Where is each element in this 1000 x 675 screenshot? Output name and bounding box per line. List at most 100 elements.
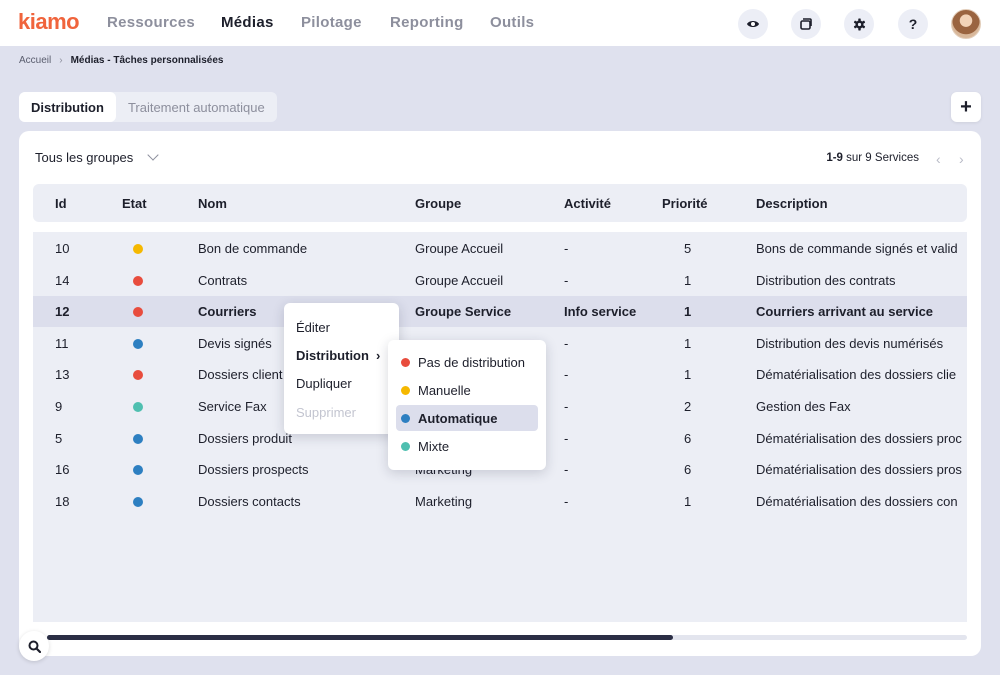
submenu-item-mixte[interactable]: Mixte (396, 433, 538, 459)
cell-nom: Dossiers prospects (198, 462, 309, 478)
cell-activite: - (564, 241, 569, 256)
cell-id: 18 (55, 493, 70, 509)
table-row[interactable]: 10 Bon de commande Groupe Accueil - 5 Bons de… (33, 233, 967, 264)
cell-description: Courriers arrivant au service (756, 304, 934, 320)
cell-id: 11 (55, 335, 69, 351)
cell-priorite: 1 (684, 367, 692, 383)
avatar[interactable] (951, 9, 981, 39)
status-dot (133, 244, 143, 254)
chevron-down-icon (147, 149, 159, 161)
menu-item-distribution[interactable]: Distribution (296, 348, 369, 363)
tab-bar: Distribution Traitement automatique (19, 92, 277, 122)
col-header-id[interactable]: Id (55, 196, 67, 211)
gear-icon (853, 18, 865, 30)
window-icon (800, 18, 812, 30)
cell-activite: - (564, 493, 569, 509)
prev-page-icon[interactable]: ‹ (936, 151, 941, 167)
next-page-icon[interactable]: › (959, 151, 964, 167)
cell-id: 10 (55, 241, 70, 256)
add-button[interactable]: + (951, 92, 981, 122)
context-menu: Éditer Distribution › Dupliquer Supprime… (284, 303, 399, 434)
col-header-nom[interactable]: Nom (198, 196, 227, 211)
table-row[interactable]: 5 Dossiers produit - 6 Dématérialisation des… (33, 423, 967, 454)
breadcrumb: Accueil › Médias - Tâches personnalisées (19, 55, 223, 66)
help-button[interactable]: ? (898, 9, 928, 39)
status-dot (133, 370, 143, 381)
kiamo-logo[interactable]: kiamo (18, 9, 80, 34)
table-row[interactable]: 9 Service Fax - 2 Gestion des Fax (33, 391, 967, 422)
status-dot (133, 465, 143, 476)
chevron-right-icon: › (376, 348, 381, 363)
submenu-item-label: Automatique (418, 410, 498, 426)
nav-reporting[interactable]: Reporting (390, 14, 464, 31)
table-row[interactable]: 13 Dossiers client - 1 Dématérialisation des… (33, 359, 967, 390)
horizontal-scrollbar[interactable] (47, 635, 967, 640)
table-row[interactable]: 14 Contrats Groupe Accueil - 1 Distribution d… (33, 265, 967, 296)
windows-button[interactable] (791, 9, 821, 39)
settings-button[interactable] (844, 9, 874, 39)
search-icon (28, 640, 41, 653)
nav-medias[interactable]: Médias (221, 14, 274, 31)
group-select-value: Tous les groupes (35, 150, 134, 165)
col-header-etat[interactable]: Etat (122, 196, 147, 211)
cell-groupe: Groupe Accueil (415, 241, 504, 256)
status-dot (133, 338, 143, 349)
cell-id: 14 (55, 272, 70, 288)
table-row[interactable]: 12 Courriers Groupe Service Info service 1 Co… (33, 296, 967, 328)
breadcrumb-current: Médias - Tâches personnalisées (70, 55, 224, 66)
status-dot (133, 496, 143, 507)
cell-priorite: 1 (684, 272, 692, 288)
pagination-text: sur 9 Services (846, 152, 919, 164)
status-dot (133, 433, 143, 444)
submenu-item-label: Mixte (418, 438, 450, 454)
submenu-item-automatique[interactable]: Automatique (396, 405, 538, 431)
help-icon: ? (908, 16, 918, 32)
pagination-info: 1-9 sur 9 Services (826, 152, 919, 164)
tab-distribution[interactable]: Distribution (19, 92, 116, 122)
col-header-activite[interactable]: Activité (564, 196, 611, 211)
cell-priorite: 6 (684, 462, 692, 478)
cell-description: Dématérialisation des dossiers proc (756, 430, 962, 446)
cell-priorite: 1 (684, 335, 692, 351)
cell-priorite: 1 (684, 304, 692, 320)
search-button[interactable] (19, 631, 49, 661)
submenu-item-pas-de-distribution[interactable]: Pas de distribution (396, 349, 538, 375)
breadcrumb-home[interactable]: Accueil (19, 55, 52, 66)
cell-id: 12 (55, 304, 70, 320)
status-dot-teal (401, 441, 410, 451)
group-select[interactable]: Tous les groupes (35, 149, 159, 165)
cell-nom: Contrats (198, 272, 248, 288)
cell-priorite: 2 (684, 399, 692, 414)
status-dot (133, 307, 143, 318)
cell-groupe: Groupe Service (415, 304, 512, 320)
nav-outils[interactable]: Outils (490, 14, 535, 31)
col-header-groupe[interactable]: Groupe (415, 196, 462, 211)
menu-item-editer[interactable]: Éditer (296, 320, 330, 335)
eye-icon (747, 21, 759, 27)
cell-nom: Devis signés (198, 335, 272, 351)
cell-nom: Service Fax (198, 399, 267, 414)
table-header: Id Etat Nom Groupe Activité Priorité Des… (33, 184, 967, 222)
cell-activite: - (564, 399, 569, 414)
preview-button[interactable] (738, 9, 768, 39)
col-header-priorite[interactable]: Priorité (662, 196, 708, 211)
cell-priorite: 5 (684, 241, 692, 256)
table-row[interactable]: 18 Dossiers contacts Marketing - 1 Dématérial… (33, 486, 967, 517)
cell-activite: - (564, 430, 569, 446)
cell-nom: Courriers (198, 304, 257, 320)
cell-description: Dématérialisation des dossiers con (756, 493, 958, 509)
nav-ressources[interactable]: Ressources (107, 14, 196, 31)
cell-priorite: 1 (684, 493, 692, 509)
col-header-description[interactable]: Description (756, 196, 828, 211)
cell-nom: Dossiers contacts (198, 493, 301, 509)
menu-item-dupliquer[interactable]: Dupliquer (296, 376, 352, 391)
tab-traitement-automatique[interactable]: Traitement automatique (127, 99, 265, 115)
submenu-item-manuelle[interactable]: Manuelle (396, 377, 538, 403)
cell-activite: - (564, 367, 569, 383)
scrollbar-thumb[interactable] (47, 635, 673, 640)
nav-pilotage[interactable]: Pilotage (301, 14, 362, 31)
status-dot-yellow (401, 385, 410, 395)
table-row[interactable]: 11 Devis signés - 1 Distribution des devis n… (33, 328, 967, 359)
cell-activite: - (564, 462, 569, 478)
cell-description: Dématérialisation des dossiers clie (756, 367, 957, 383)
